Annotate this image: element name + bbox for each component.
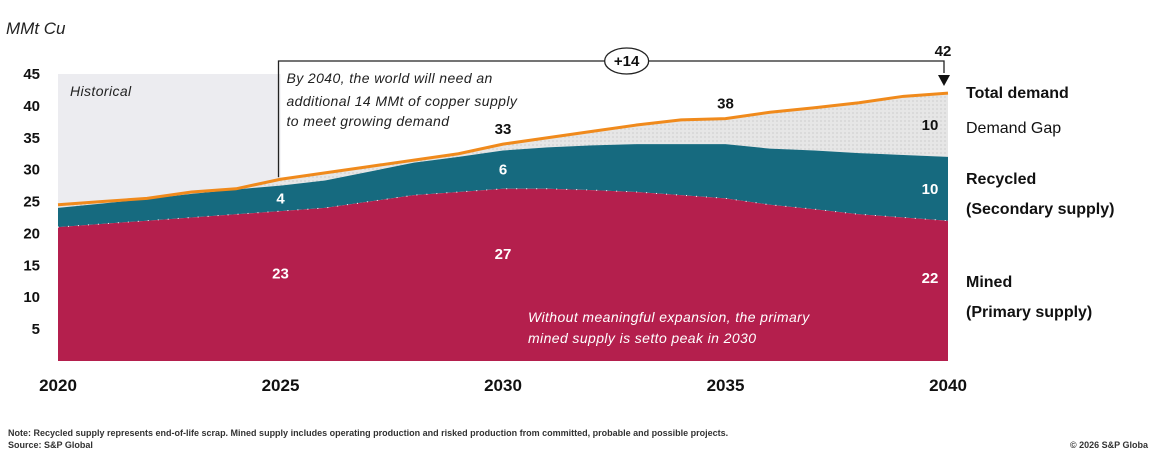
footnote-source: Source: S&P Global [8, 440, 93, 450]
y-tick-label: 45 [23, 66, 40, 83]
y-tick-label: 40 [23, 98, 40, 115]
x-tick-label: 2025 [262, 376, 300, 395]
x-tick-label: 2040 [929, 376, 967, 395]
callout-text-line3: to meet growing demand [287, 113, 451, 129]
arrow-down-icon [938, 75, 950, 86]
mined-area [58, 188, 948, 361]
y-tick-label: 5 [32, 321, 40, 338]
y-tick-label: 15 [23, 257, 40, 274]
y-tick-label: 20 [23, 225, 40, 242]
historical-label: Historical [70, 83, 132, 99]
y-tick-label: 10 [23, 289, 40, 306]
y-tick-label: 35 [23, 130, 40, 147]
recycled-data-label: 6 [499, 162, 507, 179]
increase-badge-text: +14 [614, 53, 640, 70]
recycled-data-label: 10 [922, 181, 939, 198]
legend-recycled-line1: Recycled [966, 171, 1036, 188]
legend-demand-gap: Demand Gap [966, 120, 1061, 137]
demand-gap-data-label: 10 [922, 117, 939, 134]
y-tick-label: 30 [23, 162, 40, 179]
demand-data-label: 33 [495, 121, 512, 138]
mined-data-label: 22 [922, 270, 939, 287]
mined-note-line2: mined supply is setto peak in 2030 [528, 330, 756, 346]
callout-text-line1: By 2040, the world will need an [287, 70, 493, 86]
x-axis-ticks: 2020 2025 2030 2035 2040 [39, 376, 967, 395]
demand-line-group [57, 91, 949, 207]
legend-mined-line2: (Primary supply) [966, 304, 1092, 321]
increase-badge-ellipse [603, 47, 650, 75]
x-tick-label: 2020 [39, 376, 77, 395]
x-tick-label: 2030 [484, 376, 522, 395]
demand-data-label: 38 [717, 96, 734, 113]
mined-note-line1: Without meaningful expansion, the primar… [528, 309, 810, 325]
mined-data-label: 27 [495, 246, 512, 263]
legend-total-demand: Total demand [966, 85, 1069, 102]
total-demand-line [57, 91, 949, 207]
footnote-note: Note: Recycled supply represents end-of-… [8, 428, 728, 438]
demand-data-label: 42 [935, 43, 952, 60]
footnote-copyright: © 2026 S&P Globa [1070, 440, 1149, 450]
y-axis-ticks: 5 10 15 20 25 30 35 40 45 [23, 66, 40, 338]
y-tick-label: 25 [23, 194, 40, 211]
legend-mined-line1: Mined [966, 274, 1012, 291]
y-axis-unit-label: MMt Cu [6, 19, 66, 38]
x-tick-label: 2035 [707, 376, 745, 395]
legend-recycled-line2: (Secondary supply) [966, 201, 1114, 218]
callout-text-line2: additional 14 MMt of copper supply [287, 93, 518, 109]
mined-data-label: 23 [272, 265, 289, 282]
recycled-data-label: 4 [276, 190, 285, 207]
recycled-area [58, 144, 948, 228]
data-labels: 23 27 22 4 6 10 33 38 42 10 [272, 43, 951, 287]
